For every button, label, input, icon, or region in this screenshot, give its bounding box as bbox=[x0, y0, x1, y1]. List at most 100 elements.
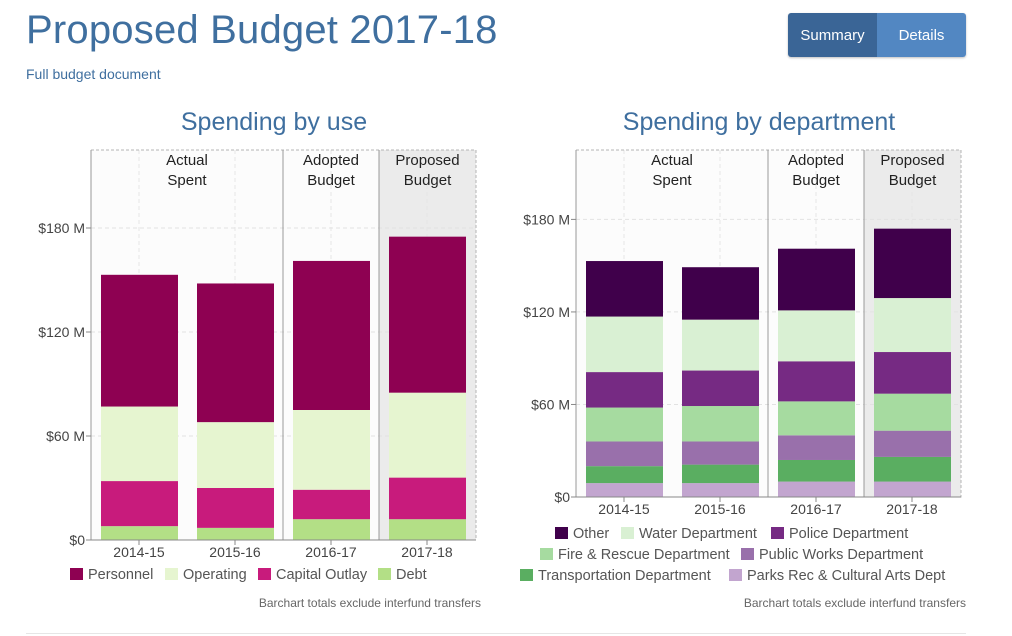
legend-swatch bbox=[70, 568, 83, 580]
legend-item: Debt bbox=[378, 567, 427, 583]
y-tick-label: $120 M bbox=[523, 304, 570, 320]
bar-segment bbox=[586, 316, 663, 373]
summary-button[interactable]: Summary bbox=[788, 13, 877, 57]
full-budget-document-link[interactable]: Full budget document bbox=[26, 66, 161, 82]
y-tick-label: $180 M bbox=[523, 211, 570, 227]
bar-segment bbox=[682, 464, 759, 484]
bar-segment bbox=[586, 372, 663, 408]
bar-segment bbox=[197, 527, 274, 540]
period-label: Budget bbox=[792, 172, 840, 189]
view-toggle: Summary Details bbox=[788, 13, 966, 57]
legend-label: Water Department bbox=[639, 526, 757, 542]
legend-label: Transportation Department bbox=[538, 568, 711, 584]
bar-segment bbox=[778, 435, 855, 460]
bar-segment bbox=[586, 441, 663, 467]
bar-segment bbox=[586, 466, 663, 484]
bar-segment bbox=[682, 441, 759, 465]
x-tick-label: 2014-15 bbox=[598, 501, 650, 517]
bar-segment bbox=[101, 481, 178, 527]
legend-item: Capital Outlay bbox=[258, 567, 368, 583]
legend-label: Operating bbox=[183, 567, 247, 583]
period-label: Adopted bbox=[303, 152, 359, 169]
bar-segment bbox=[389, 392, 466, 478]
chart-use: Spending by use Actual Spent Adopted Budget P… bbox=[38, 108, 481, 610]
y-tick-label: $60 M bbox=[46, 428, 85, 444]
bar-segment bbox=[778, 310, 855, 362]
legend-item: Water Department bbox=[621, 526, 757, 542]
bar-segment bbox=[778, 401, 855, 436]
period-label: Actual bbox=[166, 152, 208, 169]
bar-segment bbox=[874, 393, 951, 431]
legend-label: Police Department bbox=[789, 526, 908, 542]
bar-segment bbox=[293, 519, 370, 540]
bar-segment bbox=[874, 298, 951, 353]
bar-segment bbox=[586, 483, 663, 497]
legend-item: Operating bbox=[165, 567, 247, 583]
legend-swatch bbox=[771, 527, 784, 539]
bar-segment bbox=[874, 228, 951, 299]
legend-item: Transportation Department bbox=[520, 568, 711, 584]
bar-segment bbox=[778, 361, 855, 402]
legend-label: Fire & Rescue Department bbox=[558, 547, 730, 563]
bar-segment bbox=[101, 406, 178, 482]
x-tick-label: 2016-17 bbox=[305, 544, 357, 560]
bar-segment bbox=[197, 422, 274, 488]
period-label: Actual bbox=[651, 152, 693, 169]
chart-note: Barchart totals exclude interfund transf… bbox=[259, 596, 481, 610]
legend-item: Parks Rec & Cultural Arts Dept bbox=[729, 568, 945, 584]
legend-swatch bbox=[378, 568, 391, 580]
y-tick-label: $180 M bbox=[38, 220, 85, 236]
bar-segment bbox=[682, 406, 759, 442]
x-tick-label: 2015-16 bbox=[694, 501, 746, 517]
legend-item: Police Department bbox=[771, 526, 908, 542]
chart-note: Barchart totals exclude interfund transf… bbox=[744, 596, 966, 610]
legend-label: Public Works Department bbox=[759, 547, 923, 563]
legend-swatch bbox=[741, 548, 754, 560]
bar-segment bbox=[682, 267, 759, 320]
chart-title: Spending by use bbox=[181, 108, 367, 136]
bar-segment bbox=[101, 526, 178, 540]
bar-segment bbox=[586, 407, 663, 442]
legend-label: Capital Outlay bbox=[276, 567, 368, 583]
details-button[interactable]: Details bbox=[877, 13, 966, 57]
bottom-divider bbox=[26, 633, 966, 634]
bar-segment bbox=[682, 483, 759, 497]
bar-segment bbox=[682, 370, 759, 407]
bar-segment bbox=[389, 477, 466, 520]
legend-swatch bbox=[540, 548, 553, 560]
period-label: Spent bbox=[652, 172, 692, 189]
bar-segment bbox=[682, 319, 759, 371]
period-label: Spent bbox=[167, 172, 207, 189]
legend-item: Personnel bbox=[70, 567, 153, 583]
legend-item: Fire & Rescue Department bbox=[540, 547, 730, 563]
bar-segment bbox=[389, 519, 466, 540]
y-tick-label: $120 M bbox=[38, 324, 85, 340]
chart-department: Spending by department Actual Spent Adopted… bbox=[520, 108, 966, 610]
legend-item: Public Works Department bbox=[741, 547, 923, 563]
y-tick-label: $60 M bbox=[531, 396, 570, 412]
x-tick-label: 2016-17 bbox=[790, 501, 842, 517]
legend-swatch bbox=[555, 527, 568, 539]
bar-segment bbox=[586, 261, 663, 317]
bar-segment bbox=[778, 481, 855, 497]
y-tick-label: $0 bbox=[69, 532, 85, 548]
bar-segment bbox=[874, 481, 951, 497]
bar-segment bbox=[101, 274, 178, 407]
bar-segment bbox=[293, 489, 370, 520]
legend-swatch bbox=[520, 569, 533, 581]
legend-item: Other bbox=[555, 526, 609, 542]
bar-segment bbox=[778, 248, 855, 311]
legend-swatch bbox=[165, 568, 178, 580]
bar-segment bbox=[874, 352, 951, 394]
bar-segment bbox=[778, 459, 855, 482]
y-tick-label: $0 bbox=[554, 489, 570, 505]
bar-segment bbox=[874, 456, 951, 482]
bar-segment bbox=[197, 283, 274, 423]
legend-swatch bbox=[258, 568, 271, 580]
legend-swatch bbox=[621, 527, 634, 539]
x-tick-label: 2017-18 bbox=[886, 501, 938, 517]
legend-label: Personnel bbox=[88, 567, 153, 583]
x-tick-label: 2014-15 bbox=[113, 544, 165, 560]
chart-title: Spending by department bbox=[623, 108, 895, 136]
page-title: Proposed Budget 2017-18 bbox=[26, 8, 498, 52]
